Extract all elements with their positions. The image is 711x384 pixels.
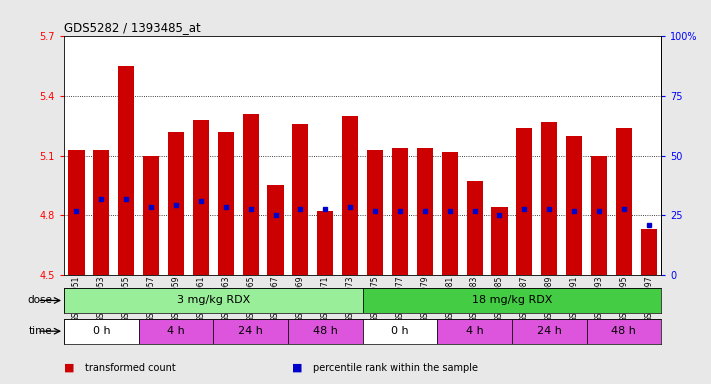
Text: transformed count: transformed count — [85, 363, 176, 373]
Text: time: time — [28, 326, 52, 336]
Bar — [64, 319, 139, 344]
Bar — [566, 136, 582, 275]
Bar — [616, 128, 632, 275]
Text: ■: ■ — [64, 363, 75, 373]
Text: 4 h: 4 h — [167, 326, 185, 336]
Text: 48 h: 48 h — [313, 326, 338, 336]
Bar — [218, 132, 234, 275]
Bar — [437, 319, 512, 344]
Bar — [292, 124, 309, 275]
Text: 0 h: 0 h — [92, 326, 110, 336]
Text: GDS5282 / 1393485_at: GDS5282 / 1393485_at — [64, 21, 201, 34]
Bar — [587, 319, 661, 344]
Bar — [139, 319, 213, 344]
Bar — [193, 120, 209, 275]
Bar — [242, 114, 259, 275]
Bar — [367, 150, 383, 275]
Bar — [641, 229, 657, 275]
Bar — [118, 66, 134, 275]
Bar — [317, 211, 333, 275]
Text: ■: ■ — [292, 363, 302, 373]
Text: 4 h: 4 h — [466, 326, 483, 336]
Bar — [591, 156, 607, 275]
Bar — [491, 207, 508, 275]
Bar — [417, 147, 433, 275]
Bar — [516, 128, 533, 275]
Bar — [442, 152, 458, 275]
Bar — [64, 288, 363, 313]
Text: 24 h: 24 h — [238, 326, 263, 336]
Text: 0 h: 0 h — [391, 326, 409, 336]
Bar — [267, 185, 284, 275]
Bar — [68, 150, 85, 275]
Bar — [342, 116, 358, 275]
Bar — [512, 319, 587, 344]
Bar — [363, 288, 661, 313]
Text: 24 h: 24 h — [537, 326, 562, 336]
Bar — [143, 156, 159, 275]
Bar — [213, 319, 288, 344]
Bar — [466, 181, 483, 275]
Text: dose: dose — [27, 295, 52, 306]
Text: 18 mg/kg RDX: 18 mg/kg RDX — [471, 295, 552, 306]
Text: 48 h: 48 h — [611, 326, 636, 336]
Bar — [363, 319, 437, 344]
Text: 3 mg/kg RDX: 3 mg/kg RDX — [176, 295, 250, 306]
Bar — [541, 122, 557, 275]
Bar — [168, 132, 184, 275]
Text: percentile rank within the sample: percentile rank within the sample — [313, 363, 478, 373]
Bar — [392, 147, 408, 275]
Bar — [288, 319, 363, 344]
Bar — [93, 150, 109, 275]
